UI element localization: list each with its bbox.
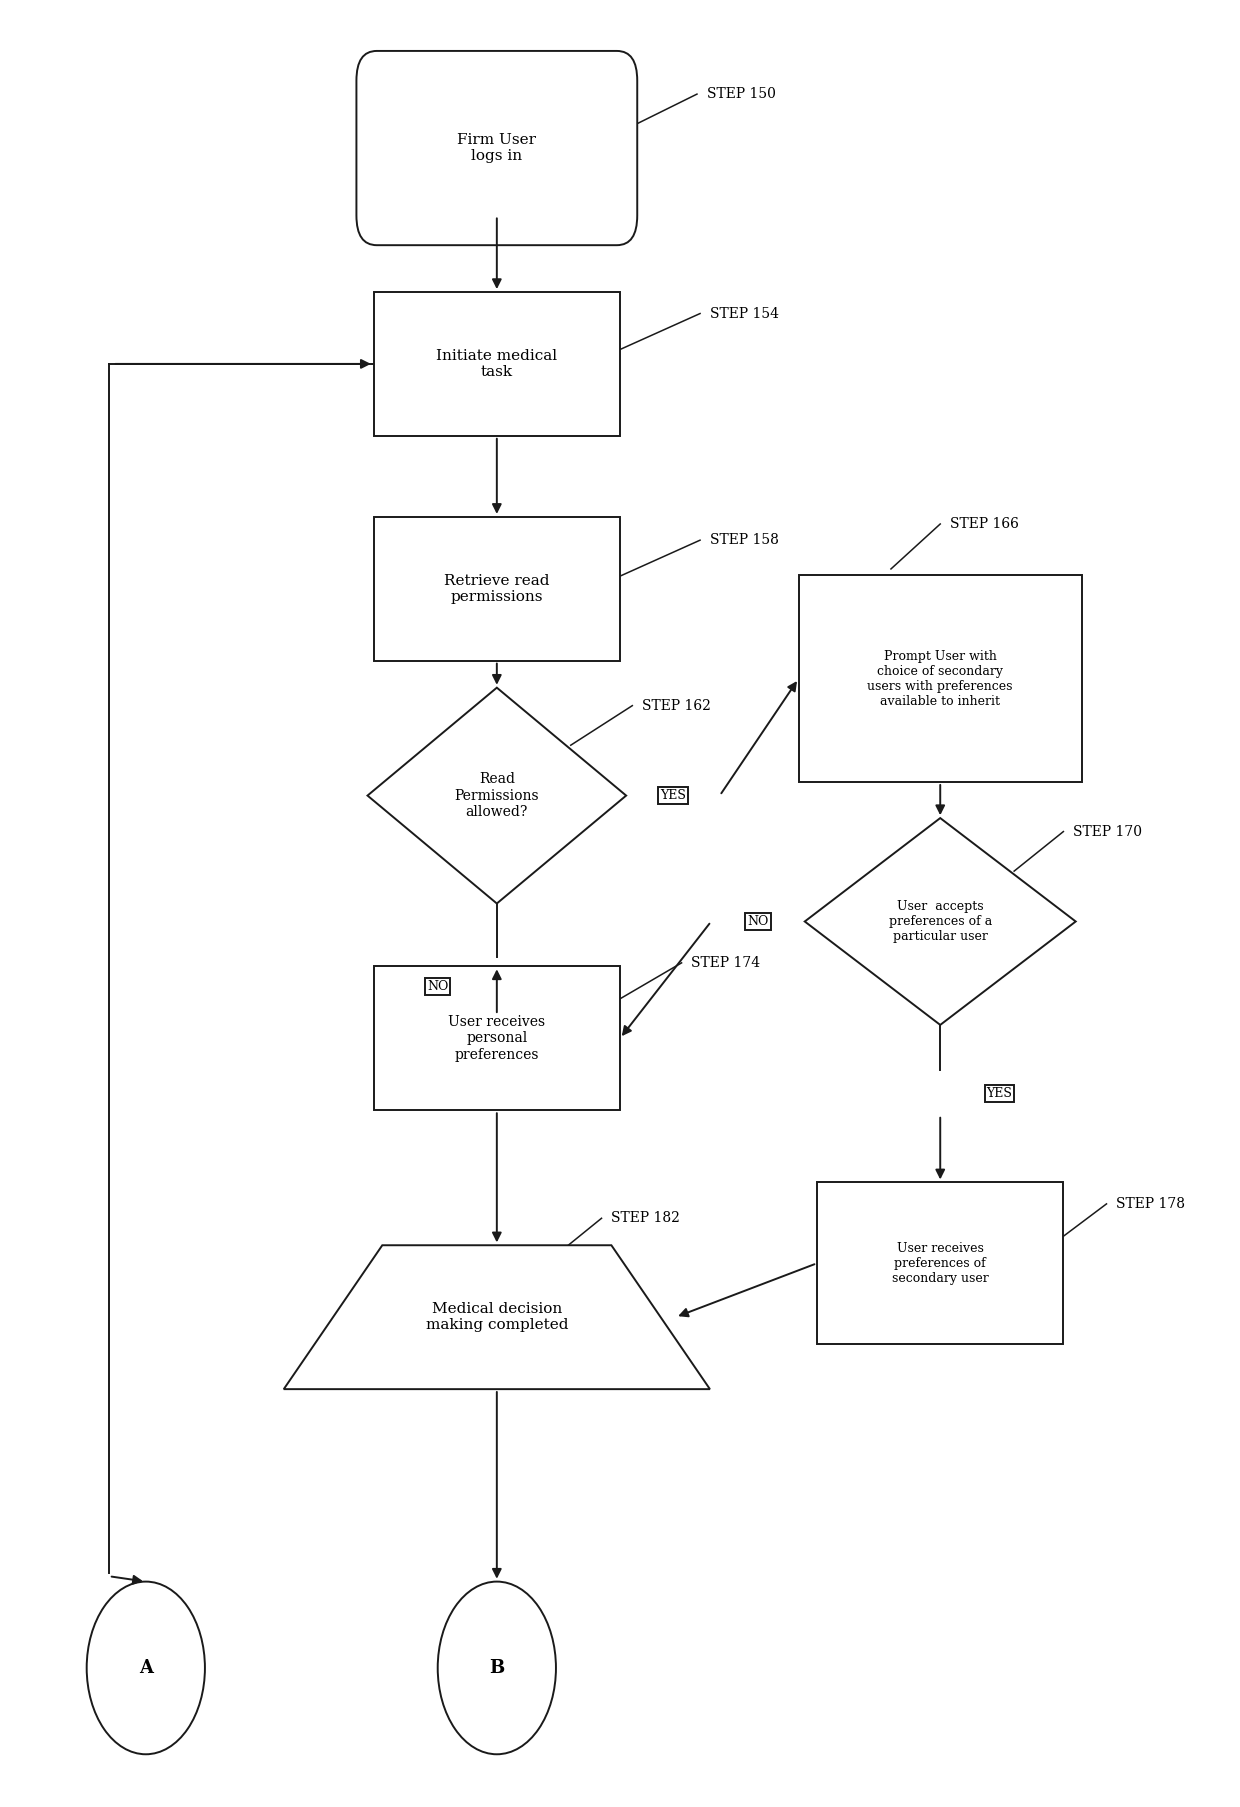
Bar: [373, 967, 620, 1109]
Bar: [373, 517, 620, 661]
Polygon shape: [284, 1245, 711, 1390]
Circle shape: [87, 1581, 205, 1755]
Text: B: B: [490, 1659, 505, 1677]
Text: A: A: [139, 1659, 153, 1677]
Polygon shape: [367, 688, 626, 904]
Text: STEP 150: STEP 150: [707, 87, 776, 101]
FancyBboxPatch shape: [356, 51, 637, 246]
Text: Retrieve read
permissions: Retrieve read permissions: [444, 573, 549, 604]
Text: STEP 178: STEP 178: [1116, 1196, 1185, 1211]
Text: STEP 182: STEP 182: [611, 1211, 681, 1225]
Text: YES: YES: [660, 790, 686, 802]
Text: User receives
preferences of
secondary user: User receives preferences of secondary u…: [892, 1241, 988, 1285]
Text: STEP 174: STEP 174: [692, 956, 760, 970]
Circle shape: [438, 1581, 556, 1755]
Text: Prompt User with
choice of secondary
users with preferences
available to inherit: Prompt User with choice of secondary use…: [868, 651, 1013, 708]
Text: NO: NO: [748, 914, 769, 929]
Text: STEP 166: STEP 166: [950, 517, 1019, 531]
Bar: [799, 575, 1081, 782]
Text: STEP 170: STEP 170: [1074, 824, 1142, 838]
Text: YES: YES: [986, 1086, 1012, 1100]
Text: Firm User
logs in: Firm User logs in: [458, 134, 537, 163]
Text: STEP 158: STEP 158: [711, 533, 779, 548]
Text: Initiate medical
task: Initiate medical task: [436, 349, 558, 379]
Text: User receives
personal
preferences: User receives personal preferences: [449, 1016, 546, 1061]
Bar: [373, 293, 620, 435]
Text: Read
Permissions
allowed?: Read Permissions allowed?: [455, 772, 539, 819]
Text: NO: NO: [427, 979, 449, 992]
Bar: [817, 1182, 1064, 1344]
Text: User  accepts
preferences of a
particular user: User accepts preferences of a particular…: [889, 900, 992, 943]
Polygon shape: [805, 819, 1076, 1025]
Text: Medical decision
making completed: Medical decision making completed: [425, 1303, 568, 1332]
Text: STEP 154: STEP 154: [711, 307, 779, 320]
Text: STEP 162: STEP 162: [642, 699, 711, 712]
